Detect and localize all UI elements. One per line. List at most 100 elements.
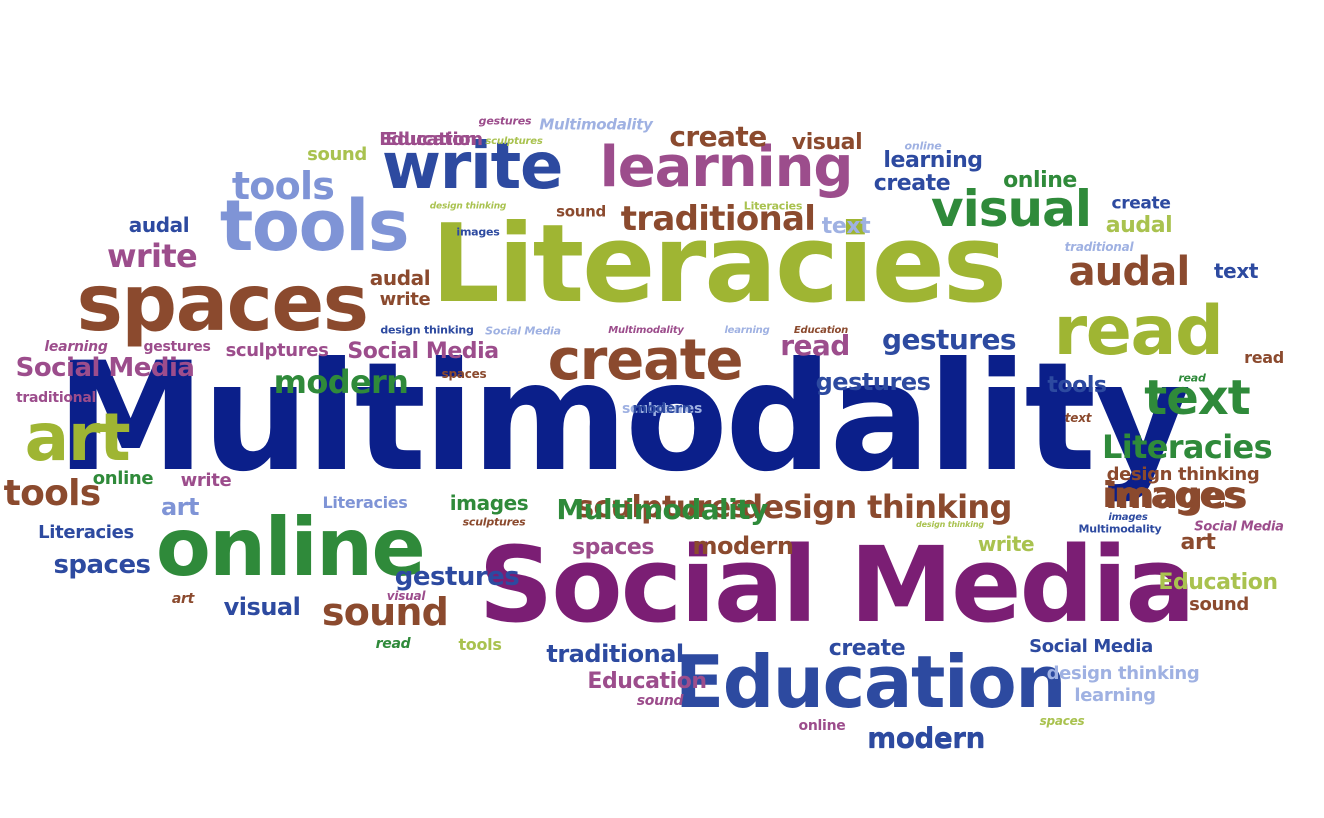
cloud-word: sound [321, 590, 449, 634]
cloud-word: gestures [478, 114, 532, 128]
cloud-word: create [828, 636, 906, 661]
cloud-word: read [375, 636, 411, 652]
cloud-word: create [669, 120, 767, 153]
cloud-word: art [160, 493, 200, 521]
cloud-word: Social Media [1029, 636, 1153, 657]
cloud-word: art [171, 591, 195, 607]
cloud-word: Education [1158, 570, 1278, 595]
cloud-word: Education [674, 640, 1067, 724]
cloud-word: online [798, 718, 846, 734]
cloud-word: sound [556, 202, 606, 221]
cloud-word: learning [883, 148, 983, 173]
cloud-word: modern [273, 363, 409, 401]
cloud-word: Multimodality [1078, 522, 1162, 536]
cloud-word: Literacies [431, 202, 1007, 327]
cloud-word: learning [44, 339, 108, 355]
cloud-word: visual [223, 593, 301, 621]
cloud-word: write [180, 470, 232, 491]
cloud-word: online [1003, 168, 1077, 193]
cloud-word: spaces [571, 535, 655, 560]
cloud-word: Social Media [478, 524, 1195, 646]
cloud-word: Education [379, 129, 477, 150]
cloud-word: text [1214, 259, 1258, 283]
cloud-word: design thinking [380, 323, 474, 337]
cloud-word: spaces [441, 367, 487, 381]
cloud-word: Social Media [15, 353, 195, 383]
cloud-word: traditional [1064, 240, 1134, 254]
cloud-word: design thinking [740, 488, 1012, 526]
cloud-word: Education [793, 325, 849, 336]
cloud-word: online [92, 468, 154, 489]
cloud-word: visual [791, 130, 863, 155]
cloud-word: sound [1189, 594, 1249, 615]
cloud-word: spaces [1039, 714, 1085, 728]
cloud-word: visual [931, 180, 1092, 238]
cloud-word: read [1178, 371, 1206, 385]
cloud-word: read [1053, 292, 1224, 371]
cloud-word: traditional [15, 390, 97, 406]
cloud-word: create [873, 171, 951, 196]
cloud-word: audal [128, 213, 190, 237]
cloud-word: spaces [76, 259, 369, 349]
cloud-word: Social Media [1194, 519, 1284, 535]
cloud-word: write [106, 237, 198, 275]
cloud-word: design thinking [429, 201, 507, 212]
cloud-word: audal [369, 266, 431, 290]
cloud-word: gestures [143, 339, 211, 355]
cloud-word: modern [867, 721, 985, 754]
cloud-word: text [1144, 370, 1251, 426]
cloud-word: gestures [815, 368, 931, 396]
cloud-word: sound [636, 693, 684, 709]
cloud-word: tools [219, 185, 410, 267]
cloud-word: create [547, 328, 744, 393]
cloud-word: Education [385, 129, 483, 150]
cloud-word: tools [458, 635, 502, 654]
cloud-word: sculptures [485, 136, 543, 147]
cloud-word: images [1108, 512, 1148, 523]
cloud-word: Education [587, 669, 707, 694]
cloud-word: art [24, 399, 131, 476]
cloud-word: modern [867, 722, 985, 755]
cloud-word: traditional [546, 640, 684, 668]
cloud-word: online [155, 501, 426, 594]
cloud-word: sculptures [462, 515, 526, 529]
cloud-word: gestures [394, 562, 520, 592]
cloud-word: Multimodality [556, 493, 768, 526]
cloud-word: Literacies [38, 522, 134, 543]
cloud-word: create [1111, 193, 1171, 214]
cloud-word: Literacies [1101, 428, 1273, 466]
cloud-word: sculptures [225, 340, 329, 361]
cloud-word: write [381, 130, 564, 204]
cloud-word: read [1244, 348, 1284, 367]
cloud-word: Literacies [322, 493, 408, 512]
cloud-word: images [1105, 476, 1247, 517]
cloud-word: tools [3, 473, 102, 514]
cloud-word: tools [1047, 373, 1107, 398]
cloud-word: sculptures [576, 490, 748, 525]
cloud-word: design thinking [1106, 464, 1260, 485]
cloud-word: images [456, 225, 500, 239]
cloud-word: Literacies [743, 199, 803, 213]
cloud-word: learning [1074, 685, 1156, 706]
cloud-word: Multimodality [608, 325, 684, 336]
cloud-word: write [977, 532, 1035, 556]
cloud-word: images [1102, 475, 1244, 516]
cloud-word: modern [632, 401, 692, 417]
cloud-word: sculptures [621, 401, 703, 417]
cloud-word: audal [1068, 249, 1191, 295]
cloud-word: art [1180, 530, 1216, 555]
cloud-word: spaces [53, 550, 151, 580]
cloud-word: text [821, 214, 871, 239]
cloud-word: gestures [881, 323, 1017, 356]
cloud-word: visual [386, 589, 426, 603]
cloud-word: online [904, 139, 942, 153]
cloud-word: Social Media [347, 339, 499, 364]
cloud-word: Social Media [485, 324, 561, 338]
cloud-word: learning [724, 325, 770, 336]
cloud-word: sound [307, 144, 367, 165]
cloud-word: read [780, 329, 850, 362]
cloud-word: Multimodality [539, 115, 653, 134]
cloud-word: audal [1105, 213, 1173, 238]
cloud-word: Multimodality [56, 331, 1191, 505]
cloud-word: learning [599, 135, 854, 200]
